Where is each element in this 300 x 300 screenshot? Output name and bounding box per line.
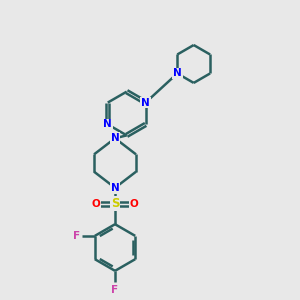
Text: O: O xyxy=(130,199,138,209)
Text: O: O xyxy=(92,199,100,209)
Text: F: F xyxy=(112,285,118,296)
Text: N: N xyxy=(173,68,182,78)
Text: N: N xyxy=(111,133,119,143)
Text: N: N xyxy=(111,183,119,193)
Text: S: S xyxy=(111,197,119,210)
Text: N: N xyxy=(141,98,150,108)
Text: N: N xyxy=(103,119,112,129)
Text: F: F xyxy=(73,231,80,241)
